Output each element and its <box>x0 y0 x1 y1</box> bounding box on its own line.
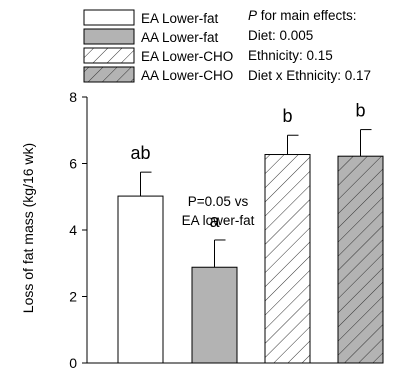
significance-letter: b <box>355 101 365 121</box>
y-tick-label: 0 <box>69 355 77 370</box>
legend-label: EA Lower-fat <box>141 11 219 26</box>
annotation-line-1: P=0.05 vs <box>188 194 249 209</box>
legend-swatch <box>83 9 135 26</box>
bar <box>117 195 164 364</box>
stats-interaction: Diet x Ethnicity: 0.17 <box>248 68 371 83</box>
stats-title-rest: for main effects: <box>257 8 357 23</box>
stats-title: P for main effects: <box>248 8 357 23</box>
y-axis-label: Loss of fat mass (kg/16 wk) <box>20 143 36 313</box>
legend-swatch <box>83 47 135 64</box>
legend: EA Lower-fat AA Lower-fat EA Lower-CHO AA L… <box>83 9 233 83</box>
significance-letter: ab <box>130 143 150 163</box>
legend-label: EA Lower-CHO <box>141 49 233 64</box>
y-tick-label: 4 <box>69 222 77 238</box>
bar <box>337 155 384 364</box>
bar <box>191 266 238 364</box>
y-tick-label: 8 <box>69 89 77 105</box>
legend-swatch <box>83 28 135 45</box>
stats-diet: Diet: 0.005 <box>248 28 313 43</box>
stats-title-p: P <box>248 8 257 23</box>
legend-swatch <box>83 66 135 83</box>
y-tick-label: 6 <box>69 156 77 172</box>
legend-label: AA Lower-fat <box>141 30 219 45</box>
bar <box>264 154 311 364</box>
stats-ethnicity: Ethnicity: 0.15 <box>248 48 333 63</box>
significance-letter: b <box>282 106 292 126</box>
significance-letter: a <box>209 211 220 231</box>
y-tick-label: 2 <box>69 289 77 305</box>
legend-label: AA Lower-CHO <box>141 68 233 83</box>
annotation-line-2: EA lower-fat <box>182 213 255 228</box>
y-ticks: 0 2 4 6 8 <box>69 89 87 370</box>
